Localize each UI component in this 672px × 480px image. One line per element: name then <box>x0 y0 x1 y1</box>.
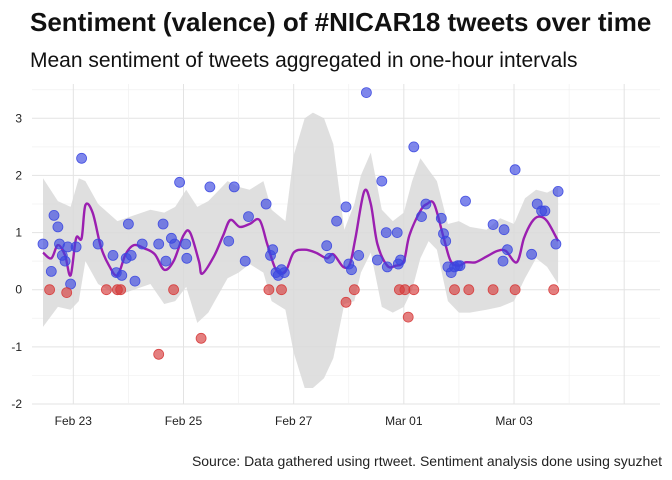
x-tick-label: Feb 23 <box>55 414 93 428</box>
positive-point <box>107 249 119 261</box>
positive-point <box>125 249 137 261</box>
y-axis-ticks: -2 -1 0 1 2 3 <box>11 111 22 411</box>
negative-point <box>548 284 560 296</box>
positive-point <box>267 244 279 256</box>
positive-point <box>37 238 49 250</box>
positive-point <box>122 218 134 230</box>
positive-point <box>116 269 128 281</box>
positive-point <box>435 212 447 224</box>
positive-point <box>157 218 169 230</box>
y-tick-label: 0 <box>15 283 22 297</box>
positive-point <box>371 254 383 266</box>
positive-point <box>340 201 352 213</box>
positive-point <box>92 238 104 250</box>
chart-caption: Source: Data gathered using rtweet. Sent… <box>192 453 662 469</box>
positive-point <box>381 261 393 273</box>
negative-point <box>115 284 127 296</box>
positive-point <box>76 152 87 164</box>
positive-point <box>70 241 82 253</box>
positive-point <box>45 265 57 277</box>
negative-point <box>487 284 499 296</box>
negative-point <box>195 332 207 344</box>
negative-point <box>348 284 360 296</box>
positive-point <box>420 198 432 210</box>
data-points <box>37 87 564 360</box>
positive-point <box>223 235 235 247</box>
positive-point <box>153 238 165 250</box>
positive-point <box>440 235 452 247</box>
positive-point <box>353 249 365 261</box>
negative-point <box>153 348 165 360</box>
positive-point <box>376 175 388 187</box>
positive-point <box>136 238 148 250</box>
positive-point <box>243 211 254 223</box>
x-tick-label: Feb 25 <box>165 414 203 428</box>
positive-point <box>239 255 251 267</box>
negative-point <box>44 284 55 296</box>
y-tick-label: 2 <box>15 168 22 182</box>
positive-point <box>539 205 551 217</box>
positive-point <box>497 255 509 267</box>
x-axis-ticks: Feb 23 Feb 25 Feb 27 Mar 01 Mar 03 <box>55 414 533 428</box>
positive-point <box>59 255 71 267</box>
positive-point <box>160 255 172 267</box>
x-tick-label: Feb 27 <box>275 414 313 428</box>
positive-point <box>454 260 466 272</box>
positive-point <box>501 244 513 256</box>
x-tick-label: Mar 01 <box>385 414 423 428</box>
y-tick-label: 3 <box>15 111 22 125</box>
positive-point <box>460 195 471 207</box>
positive-point <box>129 275 141 287</box>
positive-point <box>169 238 181 250</box>
positive-point <box>346 264 357 276</box>
chart-title: Sentiment (valence) of #NICAR18 tweets o… <box>30 7 651 37</box>
chart-subtitle: Mean sentiment of tweets aggregated in o… <box>30 49 578 72</box>
positive-point <box>228 181 240 193</box>
positive-point <box>526 248 537 260</box>
negative-point <box>449 284 460 296</box>
positive-point <box>416 211 427 223</box>
negative-point <box>276 284 287 296</box>
negative-point <box>340 296 352 308</box>
positive-point <box>52 221 64 233</box>
positive-point <box>552 185 564 197</box>
positive-point <box>204 181 216 193</box>
positive-point <box>408 141 420 153</box>
positive-point <box>324 252 335 264</box>
positive-point <box>360 87 372 98</box>
positive-point <box>260 198 272 210</box>
positive-point <box>278 267 290 279</box>
positive-point <box>550 238 562 250</box>
positive-point <box>391 227 403 239</box>
positive-point <box>321 240 333 252</box>
negative-point <box>101 284 112 296</box>
negative-point <box>263 284 275 296</box>
negative-point <box>463 284 475 296</box>
negative-point <box>168 284 180 296</box>
x-tick-label: Mar 03 <box>495 414 533 428</box>
positive-point <box>180 238 192 250</box>
y-tick-label: -2 <box>11 397 22 411</box>
positive-point <box>331 215 343 227</box>
positive-point <box>181 252 193 264</box>
positive-point <box>395 254 406 266</box>
positive-point <box>174 176 186 188</box>
negative-point <box>402 311 414 323</box>
negative-point <box>509 284 521 296</box>
negative-point <box>61 287 73 299</box>
positive-point <box>498 224 510 236</box>
positive-point <box>48 209 60 221</box>
positive-point <box>509 164 521 176</box>
positive-point <box>487 219 499 231</box>
y-tick-label: -1 <box>11 340 22 354</box>
y-tick-label: 1 <box>15 226 22 240</box>
positive-point <box>380 227 392 239</box>
negative-point <box>408 284 420 296</box>
